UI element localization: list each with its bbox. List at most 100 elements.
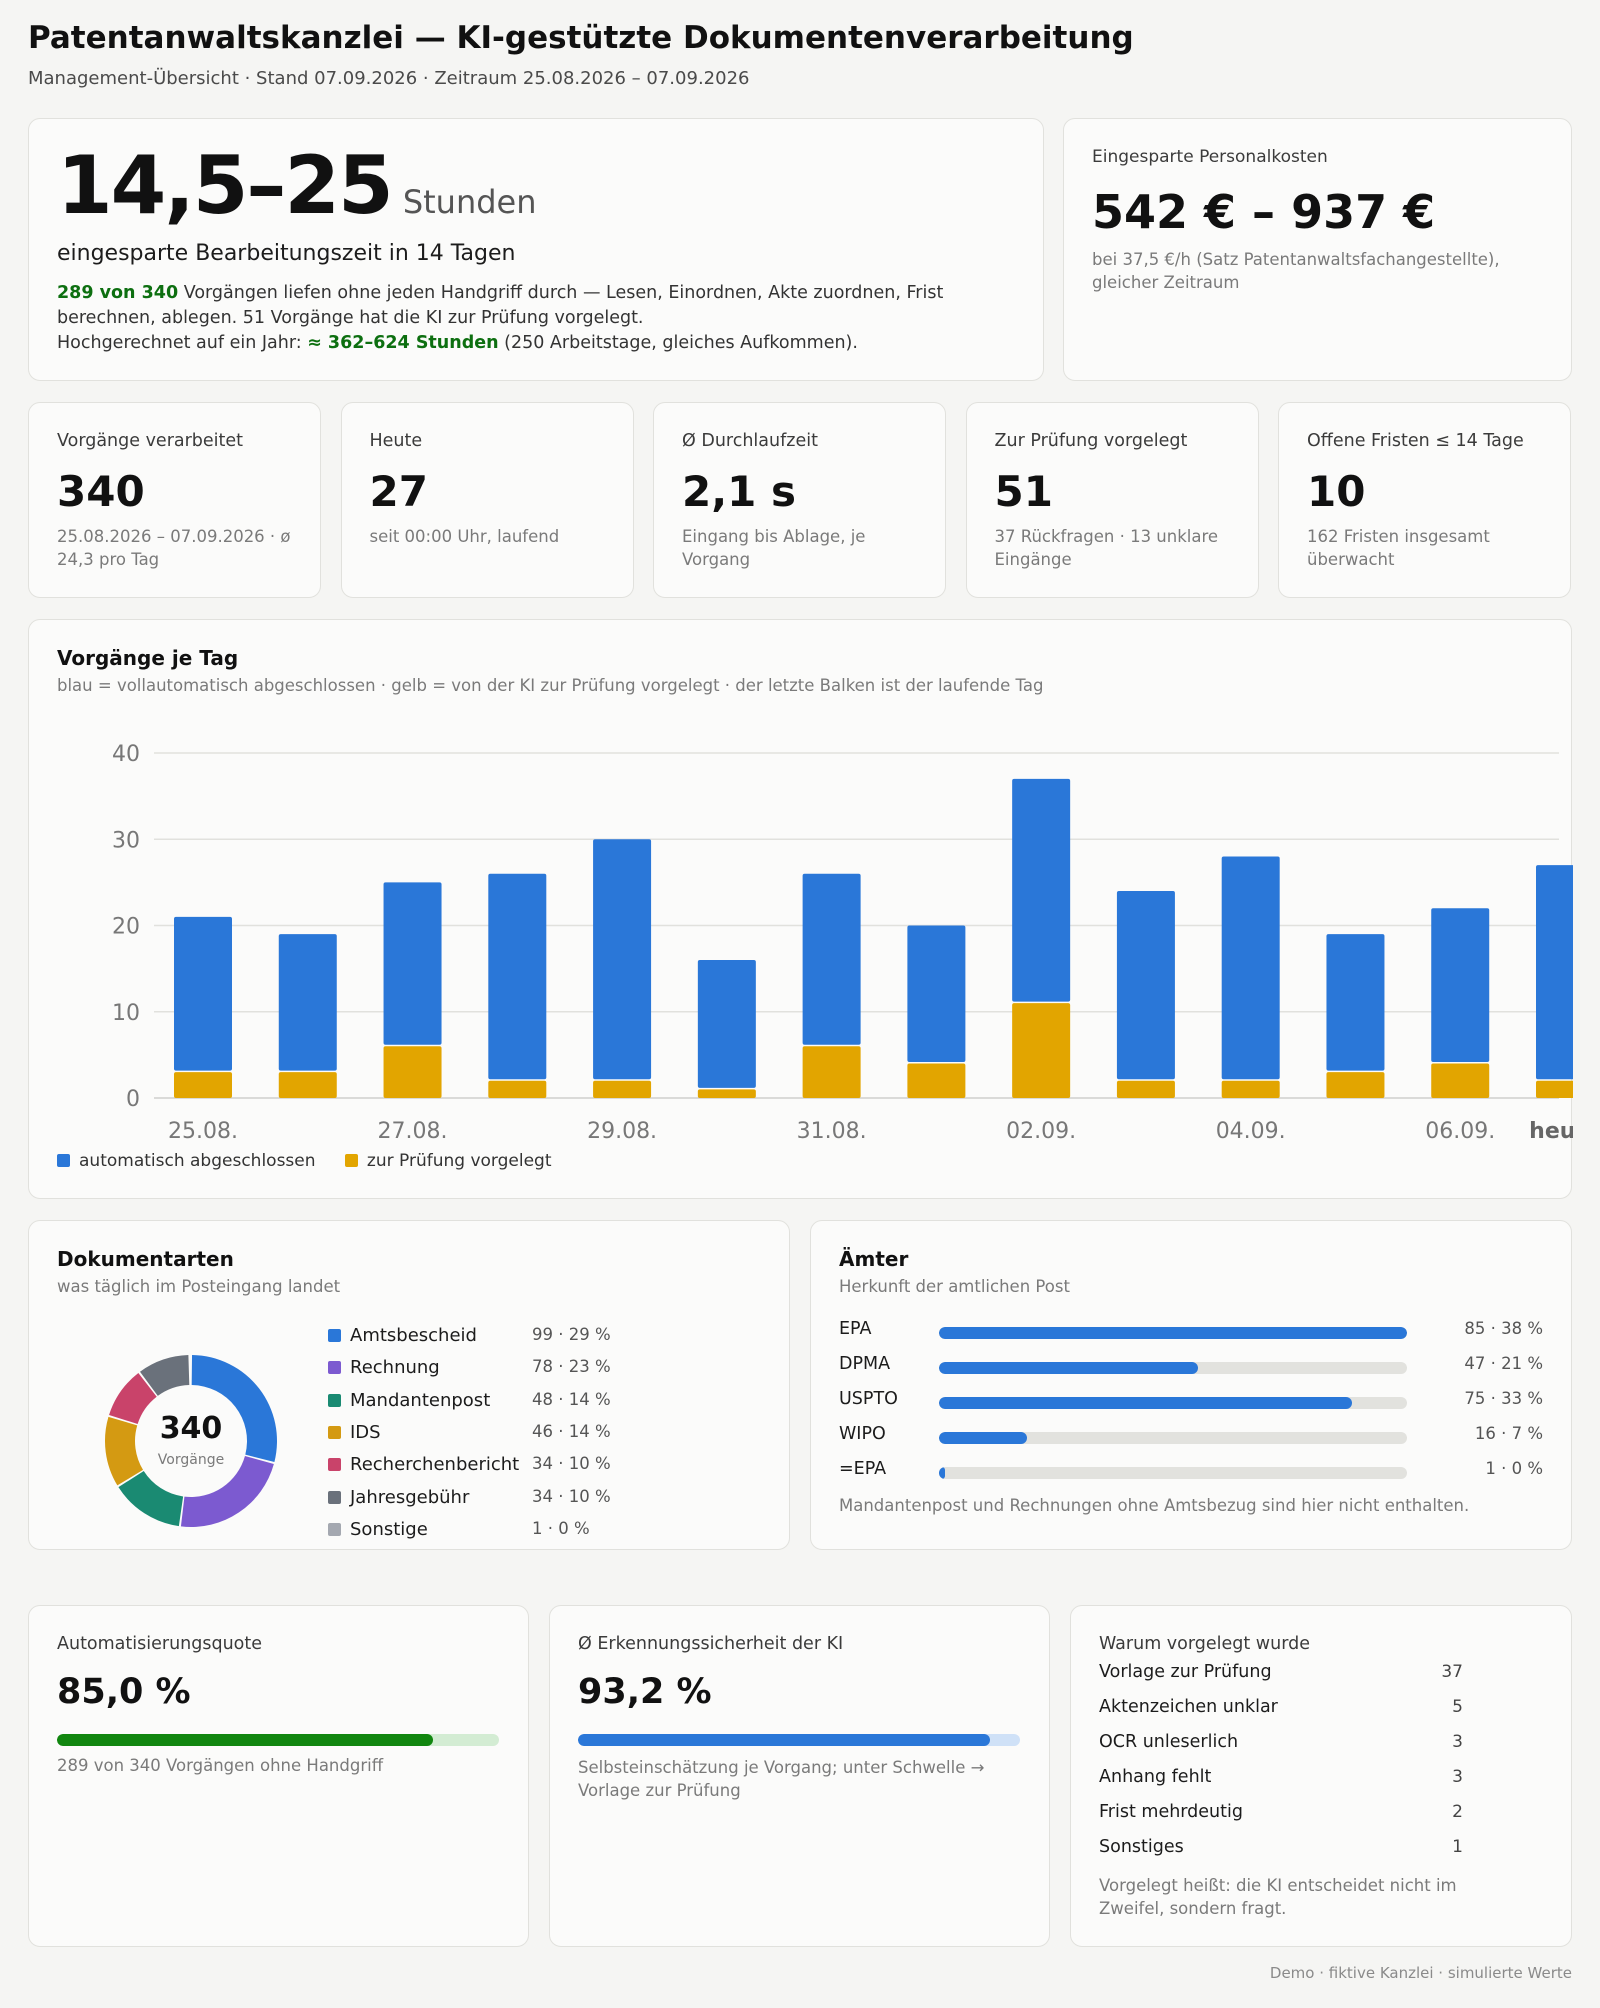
bar-auto — [278, 934, 337, 1071]
bar-auto — [1012, 778, 1071, 1002]
bar-review — [1536, 1080, 1573, 1098]
bar-review — [383, 1046, 442, 1098]
bar-review — [488, 1080, 547, 1098]
doctype-stat: 78 · 23 % — [532, 1357, 611, 1377]
footer-note: Demo · fiktive Kanzlei · simulierte Wert… — [1269, 1964, 1572, 1982]
reason-count: 5 — [1452, 1697, 1463, 1717]
doctype-name: Recherchenbericht — [350, 1454, 520, 1476]
bar-auto — [174, 916, 232, 1071]
office-name: WIPO — [839, 1424, 886, 1444]
doctype-stat: 34 · 10 % — [532, 1454, 611, 1474]
doctype-stat: 1 · 0 % — [532, 1518, 590, 1538]
chart-legend: automatisch abgeschlossen zur Prüfung vo… — [57, 1151, 552, 1171]
doctype-swatch — [328, 1458, 341, 1472]
automation-note: 289 von 340 Vorgängen ohne Handgriff — [57, 1756, 384, 1775]
chart-title: Vorgänge je Tag — [57, 646, 239, 670]
reason-name: Frist mehrdeutig — [1099, 1802, 1243, 1822]
donut-center-label: Vorgänge — [157, 1452, 225, 1468]
reason-name: Sonstiges — [1099, 1837, 1184, 1857]
doctype-swatch — [328, 1361, 341, 1375]
doctype-stat: 46 · 14 % — [532, 1421, 611, 1441]
bar-auto — [1536, 865, 1573, 1080]
automation-progress — [57, 1734, 499, 1746]
x-tick-label: 06.09. — [1425, 1119, 1495, 1144]
donut-slice — [191, 1355, 277, 1463]
legend-auto: automatisch abgeschlossen — [57, 1151, 316, 1171]
kpi-label: Vorgänge verarbeitet — [57, 431, 244, 451]
confidence-progress-fill — [578, 1734, 990, 1746]
doctype-name: Jahresgebühr — [350, 1486, 470, 1508]
donut-slice — [109, 1372, 157, 1425]
kpi-note: 37 Rückfragen · 13 unklare Eingänge — [994, 527, 1219, 569]
reasons-card: Warum vorgelegt wurde Vorlage zur Prüfun… — [1070, 1605, 1572, 1947]
kpi-value: 340 — [57, 467, 145, 516]
kpi-note: 25.08.2026 – 07.09.2026 · ø 24,3 pro Tag — [57, 527, 291, 569]
bar-auto — [1431, 908, 1490, 1062]
confidence-progress — [578, 1734, 1020, 1746]
office-stat: 16 · 7 % — [1474, 1424, 1543, 1443]
doctype-item: Amtsbescheid 99 · 29 % — [328, 1325, 628, 1346]
bar-auto — [697, 960, 756, 1088]
hero-unit: Stunden — [402, 183, 537, 221]
bar-auto — [1326, 934, 1385, 1071]
hero-line2-prefix: Hochgerechnet auf ein Jahr: — [57, 333, 308, 353]
offices-card: Ämter Herkunft der amtlichen Post EPA 85 … — [810, 1220, 1572, 1550]
x-tick-label: heute — [1529, 1119, 1573, 1144]
bar-review — [802, 1046, 861, 1098]
hero-value: 14,5–25 — [57, 139, 394, 232]
reason-count: 1 — [1452, 1837, 1463, 1857]
office-bar — [939, 1397, 1407, 1409]
bar-auto — [593, 839, 652, 1080]
page-title: Patentanwaltskanzlei — KI-gestützte Doku… — [28, 20, 1134, 56]
office-name: USPTO — [839, 1389, 898, 1409]
chart-subtitle: blau = vollautomatisch abgeschlossen · g… — [57, 676, 1044, 695]
y-tick-label: 20 — [112, 915, 140, 940]
automation-card: Automatisierungsquote 85,0 % 289 von 340… — [28, 1605, 529, 1947]
bar-review — [593, 1080, 652, 1098]
donut-slice — [180, 1455, 274, 1527]
hero-line2-suffix: (250 Arbeitstage, gleiches Aufkommen). — [498, 333, 858, 353]
bar-review — [1012, 1003, 1071, 1098]
office-bar — [939, 1327, 1407, 1339]
bar-review — [697, 1089, 756, 1098]
automation-progress-fill — [57, 1734, 433, 1746]
reasons-note: Vorgelegt heißt: die KI entscheidet nich… — [1099, 1876, 1457, 1918]
kpi-label: Offene Fristen ≤ 14 Tage — [1307, 431, 1524, 451]
reasons-title: Warum vorgelegt wurde — [1099, 1634, 1310, 1654]
bar-review — [1431, 1063, 1490, 1098]
doctype-name: Mandantenpost — [350, 1389, 491, 1411]
doctype-swatch — [328, 1329, 341, 1342]
bar-auto — [802, 873, 861, 1045]
y-tick-label: 30 — [112, 828, 140, 853]
reason-count: 37 — [1441, 1662, 1463, 1682]
automation-value: 85,0 % — [57, 1672, 191, 1712]
hero-card: 14,5–25 Stunden eingesparte Bearbeitungs… — [28, 118, 1044, 381]
kpi-value: 10 — [1307, 467, 1366, 516]
bar-auto — [383, 882, 442, 1045]
doctype-swatch — [328, 1522, 341, 1536]
automation-label: Automatisierungsquote — [57, 1634, 263, 1654]
kpi-card: Ø Durchlaufzeit 2,1 s Eingang bis Ablage, … — [653, 402, 946, 598]
doctype-item: Jahresgebühr 34 · 10 % — [328, 1487, 628, 1508]
x-tick-label: 02.09. — [1006, 1119, 1076, 1144]
office-bar — [939, 1467, 1407, 1479]
doctype-name: Sonstige — [350, 1518, 428, 1540]
savings-note: bei 37,5 €/h (Satz Patentanwaltsfachange… — [1092, 250, 1500, 292]
reason-name: Vorlage zur Prüfung — [1099, 1662, 1272, 1682]
doctypes-donut — [105, 1355, 277, 1527]
y-tick-label: 40 — [112, 742, 140, 767]
office-stat: 85 · 38 % — [1464, 1319, 1543, 1338]
doctypes-card: Dokumentarten was täglich im Posteingang… — [28, 1220, 790, 1550]
doctype-item: Recherchenbericht 34 · 10 % — [328, 1454, 628, 1475]
doctype-item: Mandantenpost 48 · 14 % — [328, 1390, 628, 1411]
bar-review — [174, 1072, 232, 1098]
office-bar-fill — [939, 1327, 1407, 1339]
donut-slice — [140, 1355, 190, 1396]
reason-name: Anhang fehlt — [1099, 1767, 1212, 1787]
confidence-label: Ø Erkennungssicherheit der KI — [578, 1634, 844, 1654]
reason-name: OCR unleserlich — [1099, 1732, 1239, 1752]
doctype-stat: 99 · 29 % — [532, 1325, 611, 1344]
kpi-value: 2,1 s — [682, 467, 797, 516]
x-tick-label: 31.08. — [797, 1119, 867, 1144]
doctype-swatch — [328, 1490, 341, 1504]
